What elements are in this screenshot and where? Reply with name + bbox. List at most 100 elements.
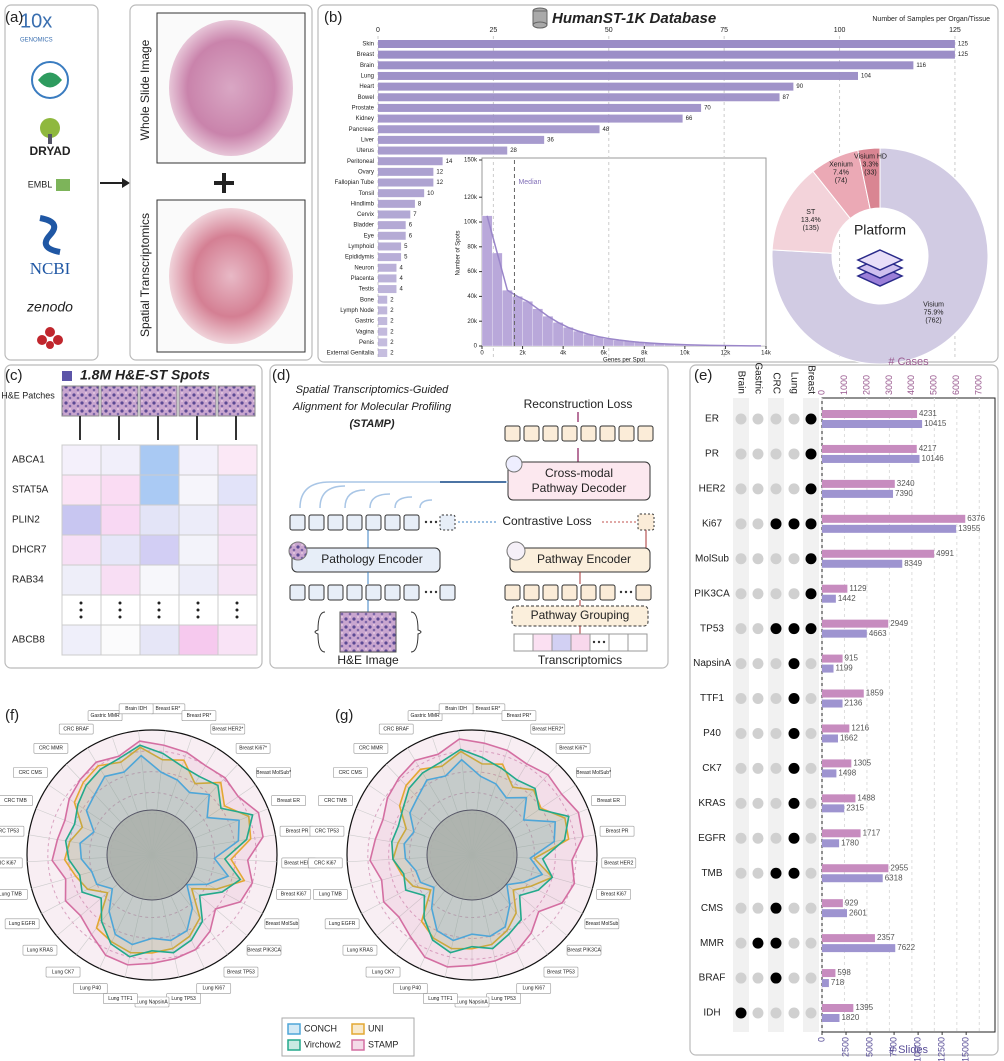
brace — [314, 611, 422, 653]
axis-label: Breast ER — [277, 798, 300, 804]
axis-label: CRC CMS — [339, 770, 363, 776]
axis-label-box — [365, 966, 401, 978]
bar — [378, 178, 434, 187]
x-tick-label: 125 — [949, 27, 961, 34]
ellipsis-dot — [429, 590, 433, 594]
value-label: 5 — [404, 244, 408, 250]
membership-dot — [788, 413, 800, 425]
x-tick-label: 12k — [721, 351, 732, 357]
bar — [822, 759, 852, 768]
histogram-bar — [552, 322, 564, 347]
legend-label: UNI — [368, 1023, 384, 1033]
puzzle-icon — [62, 371, 72, 381]
bar — [378, 71, 858, 80]
database-icon — [532, 7, 548, 29]
membership-dot — [788, 972, 800, 984]
bar — [378, 114, 683, 123]
axis-label: Breast HER2* — [212, 726, 243, 732]
membership-dot — [752, 972, 764, 984]
token — [308, 584, 325, 601]
token — [523, 425, 540, 442]
membership-dot — [735, 832, 747, 844]
axis-label: Breast HER2 — [604, 860, 633, 866]
bar — [378, 125, 600, 134]
value-label: 4991 — [936, 549, 954, 558]
axis-label: Breast MolSub — [265, 921, 298, 927]
loss-label: Contrastive Loss — [502, 514, 591, 528]
histogram-bar — [502, 290, 513, 347]
expression-cell — [217, 444, 258, 476]
bar — [822, 420, 923, 428]
value-label: 2315 — [846, 803, 864, 812]
axis-label: Lung Ki67 — [202, 986, 225, 992]
value-label: 10146 — [922, 454, 945, 463]
x-tick-label: 6k — [601, 351, 608, 357]
value-label: 598 — [837, 968, 851, 977]
membership-dot — [770, 553, 782, 565]
slice-count: (135) — [803, 225, 819, 232]
membership-dot — [805, 727, 817, 739]
axis-label: Lung Ki67 — [522, 986, 545, 992]
bar — [822, 864, 889, 873]
membership-dot — [805, 413, 817, 425]
axis-label-box — [378, 723, 414, 735]
icon — [288, 541, 308, 561]
bar — [378, 167, 434, 176]
axis-label-box — [324, 918, 360, 930]
axis-label: Lung KRAS — [347, 947, 374, 953]
axis-label: Lung TMB — [319, 892, 343, 898]
axis-label: Breast PR — [286, 829, 309, 835]
histogram-bar — [573, 330, 584, 347]
membership-dot — [788, 448, 800, 460]
membership-dot — [805, 518, 817, 530]
value-label: 1199 — [836, 664, 854, 673]
y-tick-label: Vagina — [356, 329, 375, 335]
value-label: 10 — [427, 191, 434, 197]
y-tick-label: Ovary — [358, 169, 374, 175]
y-tick-label: Bone — [360, 297, 375, 303]
axis-label-box — [530, 723, 566, 735]
bar — [822, 549, 935, 558]
x-tick-label: 0 — [816, 390, 826, 395]
ellipsis-dot — [157, 601, 161, 605]
value-label: 1129 — [849, 584, 867, 593]
bar — [378, 146, 508, 155]
y-tick-label: Gastric — [355, 319, 374, 325]
logo-icon — [38, 72, 62, 88]
he-patch — [178, 385, 217, 417]
axis-label: CRC Ki67 — [314, 860, 336, 866]
token-row — [289, 514, 456, 531]
value-label: 8349 — [904, 559, 922, 568]
bar — [822, 734, 838, 743]
axis-title: Number of Samples per Organ/Tissue — [872, 16, 990, 23]
y-tick-label: Lymph Node — [340, 308, 374, 314]
encoder-label: Pathology Encoder — [321, 552, 422, 566]
x2-tick-label: 12500 — [937, 1037, 947, 1061]
axis-label: Breast Ki67* — [559, 746, 587, 752]
bar — [822, 724, 850, 733]
panel-label: (c) — [5, 367, 23, 384]
diagram-title: (STAMP) — [349, 418, 394, 430]
value-label: 1395 — [855, 1003, 873, 1012]
axis-label: Lung P40 — [80, 986, 102, 992]
bar — [822, 524, 957, 533]
x-tick-label: 2000 — [861, 375, 871, 395]
membership-dot — [788, 902, 800, 914]
membership-dot — [788, 553, 800, 565]
expression-cell — [217, 624, 258, 656]
bar — [378, 306, 388, 315]
source-logo: 10x — [20, 10, 52, 32]
value-label: 4663 — [869, 629, 887, 638]
axis-label-box — [0, 857, 23, 869]
value-label: 28 — [510, 148, 517, 154]
ellipsis-dot — [429, 520, 433, 524]
value-label: 3240 — [897, 479, 915, 488]
panel-label: (a) — [5, 9, 23, 26]
bar — [378, 327, 388, 336]
radar-core — [106, 809, 198, 901]
expression-cell — [178, 474, 219, 506]
bar — [378, 210, 411, 219]
token — [403, 584, 420, 601]
token — [346, 584, 363, 601]
row-label: EGFR — [698, 833, 726, 844]
